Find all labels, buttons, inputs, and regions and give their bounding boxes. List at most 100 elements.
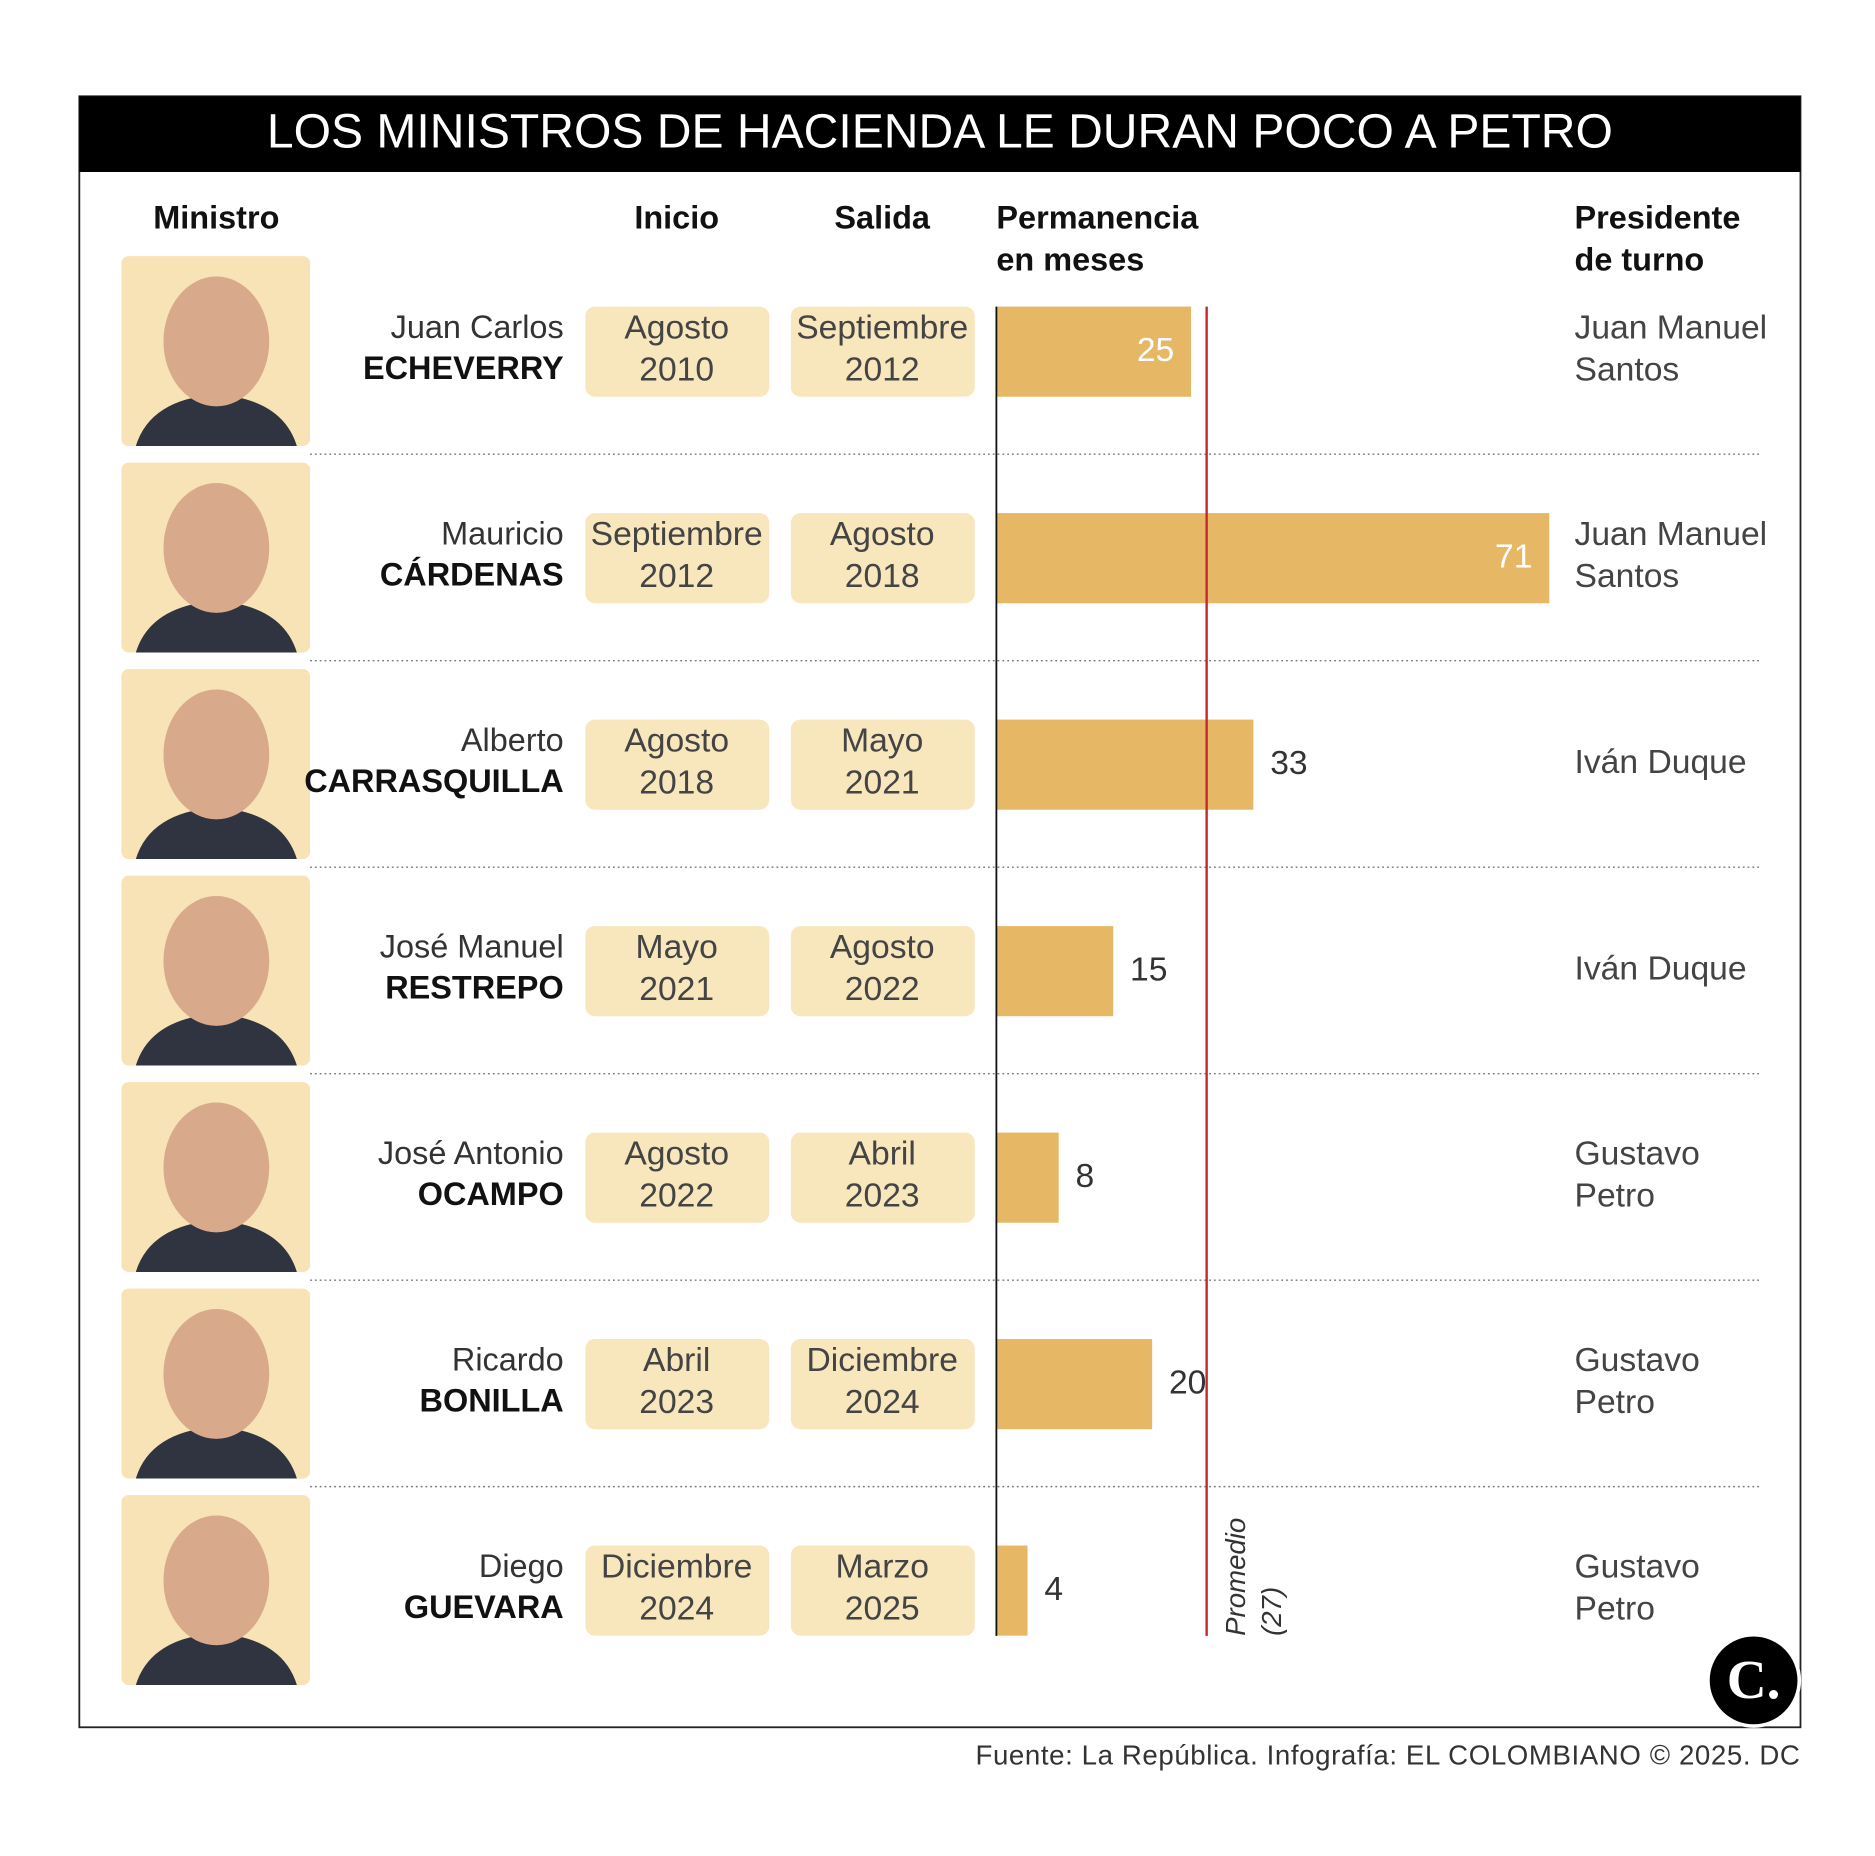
date-box [585,513,770,604]
president: Santos [1575,558,1680,595]
date-start: Septiembre [591,516,763,553]
minister-first-name: Ricardo [452,1341,564,1377]
value-label: 33 [1270,745,1307,782]
photo-shoulders [135,1013,297,1066]
date-box [790,1339,975,1430]
date-end: Agosto [830,516,935,553]
header-end: Salida [834,200,931,236]
date-end: 2012 [845,351,920,388]
date-box [790,306,975,397]
date-end: Septiembre [796,309,968,346]
average-label: Promedio [1220,1518,1251,1636]
minister-last-name: RESTREPO [385,969,563,1005]
president: Iván Duque [1575,744,1747,781]
photo-head [163,1515,270,1646]
president: Petro [1575,1177,1655,1214]
date-start: 2012 [639,558,714,595]
title-band [79,96,1801,172]
date-end: Diciembre [807,1342,958,1379]
date-box [585,719,770,810]
date-end: Marzo [835,1548,928,1585]
value-label: 20 [1169,1365,1206,1402]
president: Petro [1575,1384,1655,1421]
date-start: 2023 [639,1384,714,1421]
value-label: 15 [1130,952,1167,989]
date-end: Mayo [841,722,923,759]
date-box [585,1339,770,1430]
bar [996,719,1254,810]
photo-head [163,896,270,1026]
logo-circle [1706,1632,1802,1728]
date-start: Agosto [624,309,729,346]
president: Juan Manuel [1575,309,1768,346]
date-box [585,926,770,1017]
photo-shoulders [135,1633,297,1685]
minister-first-name: José Manuel [380,928,564,964]
date-end: 2022 [845,971,920,1008]
president: Santos [1575,351,1680,388]
logo: C. [1727,1649,1781,1710]
minister-first-name: Alberto [461,722,564,758]
date-start: 2018 [639,764,714,801]
minister-first-name: Diego [479,1548,564,1584]
date-start: Diciembre [601,1548,752,1585]
date-box [585,306,770,397]
date-start: 2024 [639,1590,714,1627]
photo-head [163,1309,270,1439]
bar [996,1132,1059,1223]
president: Juan Manuel [1575,516,1768,553]
header-minister: Ministro [153,200,279,236]
date-box [790,926,975,1017]
date-start: Agosto [624,722,729,759]
minister-last-name: ECHEVERRY [363,350,564,386]
bar [996,926,1114,1017]
photo-shoulders [135,394,297,447]
bar [996,306,1192,397]
photo-head [163,1102,270,1233]
header-start: Inicio [634,200,719,236]
photo-head [163,276,270,407]
minister-last-name: GUEVARA [404,1589,564,1625]
date-end: 2023 [845,1177,920,1214]
header-president: Presidente [1575,200,1741,236]
header-president: de turno [1575,242,1705,278]
president: Gustavo [1575,1135,1700,1172]
photo-head [163,483,270,613]
photo-shoulders [135,600,297,653]
value-label: 4 [1044,1571,1063,1608]
date-end: 2018 [845,558,920,595]
minister-last-name: OCAMPO [418,1176,564,1212]
date-start: 2021 [639,971,714,1008]
date-end: Abril [849,1135,916,1172]
date-start: Abril [643,1342,710,1379]
photo-head [163,689,270,820]
minister-first-name: José Antonio [378,1135,564,1171]
average-annotation: Promedio (27) [1220,1518,1287,1636]
average-value-label: (27) [1256,1587,1287,1636]
date-end: 2024 [845,1384,920,1421]
date-box [790,513,975,604]
date-box [585,1545,770,1636]
date-start: 2010 [639,351,714,388]
minister-first-name: Mauricio [441,516,564,552]
date-start: 2022 [639,1177,714,1214]
minister-first-name: Juan Carlos [391,309,564,345]
chart-title: LOS MINISTROS DE HACIENDA LE DURAN POCO … [267,104,1613,158]
date-start: Agosto [624,1135,729,1172]
value-label: 25 [1137,332,1174,369]
president: Petro [1575,1590,1655,1627]
date-end: Agosto [830,929,935,966]
photo-shoulders [135,807,297,860]
date-start: Mayo [636,929,718,966]
date-box [790,719,975,810]
header-duration: en meses [996,242,1144,278]
date-end: 2021 [845,764,920,801]
source: Fuente: La República. Infografía: EL COL… [975,1740,1800,1771]
value-label: 71 [1495,539,1532,576]
president: Gustavo [1575,1342,1700,1379]
bar [996,513,1550,604]
minister-last-name: BONILLA [420,1382,564,1418]
president: Iván Duque [1575,950,1747,987]
photo-shoulders [135,1220,297,1272]
